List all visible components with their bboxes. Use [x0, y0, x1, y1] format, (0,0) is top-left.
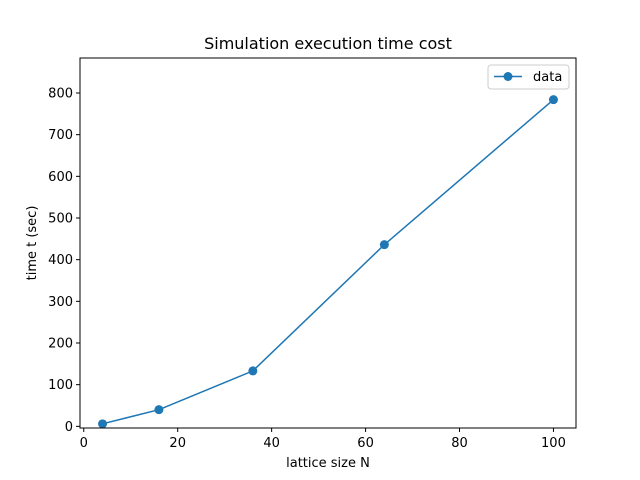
- y-axis-ticks: 0 100 200 300 400 500 600 700 800: [48, 87, 80, 435]
- y-tick-label: 500: [48, 212, 73, 227]
- y-tick-label: 600: [48, 170, 73, 185]
- legend-point-marker: [503, 72, 513, 81]
- legend-box: [487, 64, 570, 90]
- x-tick-label: 60: [357, 436, 374, 451]
- x-tick-label: 80: [451, 436, 468, 451]
- y-tick-label: 700: [48, 128, 73, 143]
- plot-background: [80, 58, 576, 428]
- plot-frame: [79, 57, 577, 429]
- chart-title: Simulation execution time cost: [204, 34, 452, 53]
- legend-label: data: [533, 70, 562, 85]
- data-point: [379, 240, 389, 250]
- data-point: [548, 95, 558, 105]
- data-point: [248, 366, 258, 376]
- y-tick-label: 300: [48, 295, 73, 310]
- x-axis-label: lattice size N: [286, 456, 370, 471]
- legend: data: [487, 64, 570, 90]
- y-tick-label: 400: [48, 253, 73, 268]
- y-axis-label: time t (sec): [25, 206, 40, 281]
- x-tick-label: 0: [80, 436, 88, 451]
- x-tick-label: 100: [541, 436, 566, 451]
- y-tick-label: 800: [48, 87, 73, 102]
- data-point: [98, 419, 108, 429]
- x-tick-label: 40: [263, 436, 280, 451]
- data-point: [154, 405, 164, 415]
- series-layer: [98, 95, 558, 429]
- y-tick-label: 200: [48, 337, 73, 352]
- plot-area: 0 20 40 60 80 100 0 100 200 300 400 500 600 700 800: [48, 57, 577, 451]
- y-tick-label: 0: [65, 420, 73, 435]
- y-tick-label: 100: [48, 378, 73, 393]
- x-tick-label: 20: [169, 436, 186, 451]
- x-axis-ticks: 0 20 40 60 80 100: [80, 428, 566, 451]
